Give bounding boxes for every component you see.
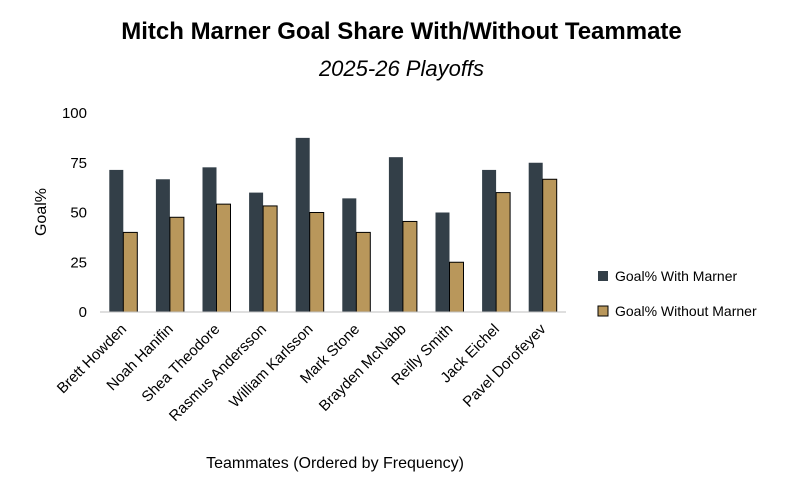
y-tick-label: 75 <box>70 155 87 172</box>
bar-without-marner <box>402 220 418 313</box>
legend-label: Goal% Without Marner <box>615 303 757 319</box>
chart-subtitle: 2025-26 Playoffs <box>318 56 485 81</box>
bar-without-marner <box>122 231 138 313</box>
bar-without-marner <box>216 203 231 313</box>
bar-without-marner <box>542 178 558 313</box>
bar-with-marner <box>155 179 170 312</box>
legend: Goal% With Marner Goal% Without Marner <box>597 268 757 319</box>
x-axis-title: Teammates (Ordered by Frequency) <box>206 455 464 472</box>
bar-without-marner <box>309 212 325 313</box>
bar-with-marner <box>202 167 217 312</box>
y-tick-label: 0 <box>79 304 87 321</box>
y-axis-title: Goal% <box>33 188 50 236</box>
y-tick-label: 100 <box>62 105 87 122</box>
y-axis-ticks: 0 25 50 75 100 <box>62 105 87 321</box>
bar-without-marner <box>169 216 185 313</box>
legend-label: Goal% With Marner <box>615 268 737 284</box>
y-tick-label: 25 <box>70 254 87 271</box>
x-tick-label: Brayden McNabb <box>316 321 410 415</box>
bar-without-marner <box>262 205 278 313</box>
x-tick-label: Pavel Dorofeyev <box>460 320 550 410</box>
y-tick-label: 50 <box>70 205 87 222</box>
bar-with-marner <box>482 169 497 312</box>
bar-without-marner <box>449 261 464 313</box>
bar-without-marner <box>355 231 371 313</box>
bar-without-marner <box>495 192 511 313</box>
legend-swatch <box>597 305 609 317</box>
legend-swatch <box>598 271 608 281</box>
bar-with-marner <box>295 137 310 312</box>
bar-with-marner <box>249 192 264 312</box>
chart-title: Mitch Marner Goal Share With/Without Tea… <box>121 18 682 45</box>
bar-with-marner <box>388 157 403 312</box>
bars <box>109 137 558 313</box>
bar-with-marner <box>528 162 543 312</box>
bar-with-marner <box>342 198 357 312</box>
bar-with-marner <box>109 169 124 312</box>
bar-with-marner <box>435 212 450 312</box>
x-tick-label: William Karlsson <box>226 321 316 411</box>
